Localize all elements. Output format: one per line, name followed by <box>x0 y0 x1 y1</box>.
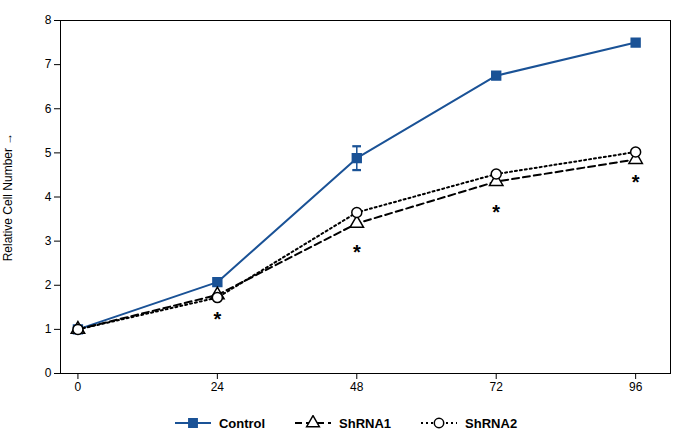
svg-text:24: 24 <box>211 380 225 394</box>
svg-text:Relative Cell Number →: Relative Cell Number → <box>1 133 15 262</box>
svg-text:2: 2 <box>45 278 52 292</box>
html-text:ShRNA1: ShRNA1 <box>339 415 392 431</box>
svg-text:*: * <box>213 308 221 330</box>
svg-text:48: 48 <box>350 380 364 394</box>
html-text:Control: Control <box>218 415 266 431</box>
svg-text:*: * <box>632 171 640 193</box>
html-text:ShRNA2: ShRNA2 <box>465 415 518 431</box>
svg-text:0: 0 <box>75 380 82 394</box>
svg-text:*: * <box>492 201 500 223</box>
svg-text:0: 0 <box>45 366 52 380</box>
svg-text:*: * <box>353 241 361 263</box>
svg-text:5: 5 <box>45 146 52 160</box>
svg-text:8: 8 <box>45 13 52 27</box>
svg-text:96: 96 <box>629 380 643 394</box>
svg-text:1: 1 <box>45 322 52 336</box>
svg-text:7: 7 <box>45 57 52 71</box>
svg-text:4: 4 <box>45 190 52 204</box>
svg-text:72: 72 <box>490 380 504 394</box>
svg-text:6: 6 <box>45 102 52 116</box>
svg-text:3: 3 <box>45 234 52 248</box>
